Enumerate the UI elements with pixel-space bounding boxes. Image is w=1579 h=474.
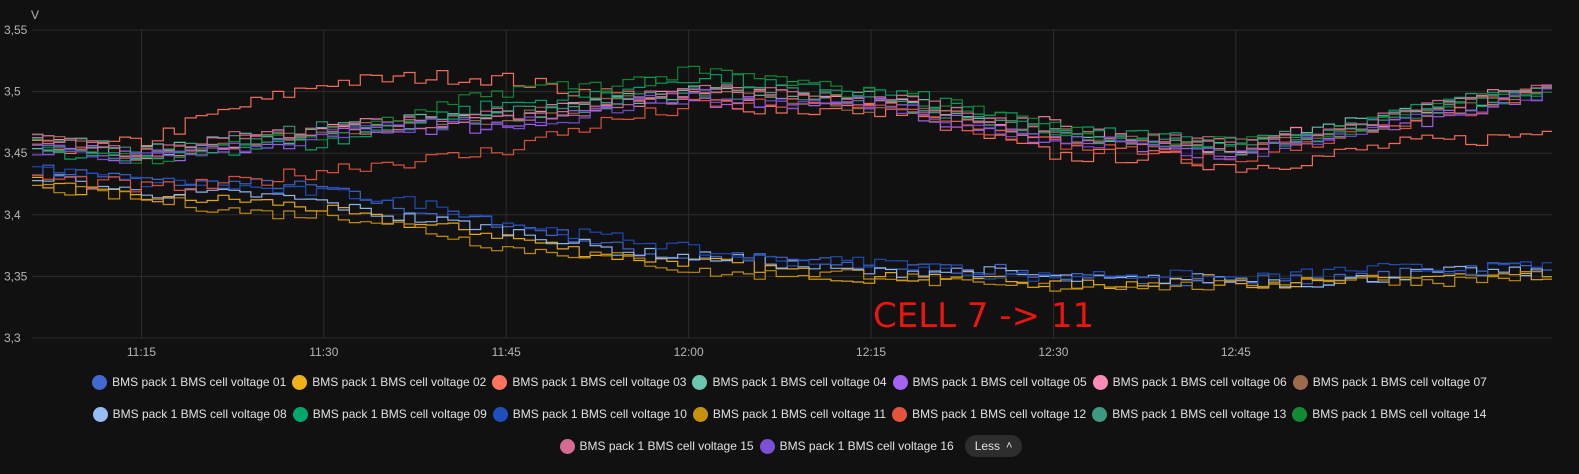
series-line-cell-07 — [32, 86, 1552, 159]
y-tick-label: 3,4 — [4, 208, 21, 222]
series-line-cell-13 — [32, 84, 1552, 158]
legend-color-dot — [559, 438, 575, 454]
legend-item-cell-07[interactable]: BMS pack 1 BMS cell voltage 07 — [1292, 374, 1487, 390]
legend-row: BMS pack 1 BMS cell voltage 15 BMS pack 1… — [557, 430, 1023, 462]
chart-series — [32, 65, 1552, 292]
voltage-line-chart: 3,3 3,35 3,4 3,45 3,5 3,55 11:15 11:30 11:45 12:0… — [4, 8, 1552, 359]
legend-row: BMS pack 1 BMS cell voltage 08 BMS pack 1… — [90, 398, 1490, 430]
series-line-cell-06 — [32, 87, 1552, 160]
chevron-up-icon: ˄ — [1006, 440, 1013, 452]
legend-less-button[interactable]: Less ˄ — [964, 435, 1023, 457]
legend-label: BMS pack 1 BMS cell voltage 09 — [312, 407, 487, 421]
legend-item-cell-13[interactable]: BMS pack 1 BMS cell voltage 13 — [1092, 406, 1287, 422]
legend-label: BMS pack 1 BMS cell voltage 06 — [1112, 375, 1287, 389]
legend-item-cell-12[interactable]: BMS pack 1 BMS cell voltage 12 — [892, 406, 1087, 422]
chart-annotation: CELL 7 -> 11 — [873, 296, 1094, 336]
legend-label: BMS pack 1 BMS cell voltage 11 — [712, 407, 887, 421]
legend-color-dot — [759, 438, 775, 454]
x-tick-label: 11:30 — [309, 345, 338, 359]
series-line-cell-01 — [32, 164, 1552, 287]
legend-color-dot — [892, 406, 908, 422]
legend-color-dot — [892, 374, 908, 390]
x-tick-label: 12:00 — [674, 345, 704, 359]
legend-item-cell-01[interactable]: BMS pack 1 BMS cell voltage 01 — [92, 374, 287, 390]
legend-label: BMS pack 1 BMS cell voltage 14 — [1312, 407, 1487, 421]
series-line-cell-16 — [32, 88, 1552, 164]
x-tick-label: 12:30 — [1038, 345, 1068, 359]
legend-color-dot — [92, 374, 108, 390]
legend-color-dot — [492, 406, 508, 422]
legend-label: BMS pack 1 BMS cell voltage 05 — [912, 375, 1087, 389]
y-tick-label: 3,5 — [4, 85, 21, 99]
series-line-cell-10 — [32, 166, 1552, 284]
legend-color-dot — [92, 406, 108, 422]
legend-item-cell-04[interactable]: BMS pack 1 BMS cell voltage 04 — [692, 374, 887, 390]
legend-color-dot — [1092, 406, 1108, 422]
legend-color-dot — [692, 406, 708, 422]
legend-color-dot — [1292, 374, 1308, 390]
legend-item-cell-06[interactable]: BMS pack 1 BMS cell voltage 06 — [1092, 374, 1287, 390]
legend-label: BMS pack 1 BMS cell voltage 16 — [779, 439, 954, 453]
series-line-cell-04 — [32, 85, 1552, 159]
x-tick-label: 11:45 — [492, 345, 521, 359]
chart-legend: BMS pack 1 BMS cell voltage 01 BMS pack 1… — [0, 366, 1579, 462]
x-tick-label: 12:45 — [1221, 345, 1251, 359]
chart-axes: 3,3 3,35 3,4 3,45 3,5 3,55 11:15 11:30 11:45 12:0… — [4, 8, 1251, 359]
y-axis-label: V — [31, 8, 39, 22]
y-tick-label: 3,3 — [4, 331, 21, 345]
y-tick-label: 3,55 — [4, 23, 28, 37]
series-line-cell-12 — [32, 85, 1552, 193]
legend-label: BMS pack 1 BMS cell voltage 13 — [1112, 407, 1287, 421]
legend-item-cell-11[interactable]: BMS pack 1 BMS cell voltage 11 — [692, 406, 887, 422]
legend-label: BMS pack 1 BMS cell voltage 07 — [1312, 375, 1487, 389]
legend-label: BMS pack 1 BMS cell voltage 12 — [912, 407, 1087, 421]
legend-label: BMS pack 1 BMS cell voltage 10 — [512, 407, 687, 421]
legend-color-dot — [492, 374, 508, 390]
legend-color-dot — [692, 374, 708, 390]
legend-color-dot — [1292, 406, 1308, 422]
legend-item-cell-02[interactable]: BMS pack 1 BMS cell voltage 02 — [292, 374, 487, 390]
legend-row: BMS pack 1 BMS cell voltage 01 BMS pack 1… — [89, 366, 1490, 398]
x-tick-label: 12:15 — [856, 345, 886, 359]
legend-item-cell-09[interactable]: BMS pack 1 BMS cell voltage 09 — [292, 406, 487, 422]
legend-label: BMS pack 1 BMS cell voltage 01 — [112, 375, 287, 389]
less-button-label: Less — [974, 439, 1001, 453]
legend-item-cell-16[interactable]: BMS pack 1 BMS cell voltage 16 — [759, 438, 954, 454]
legend-item-cell-05[interactable]: BMS pack 1 BMS cell voltage 05 — [892, 374, 1087, 390]
legend-label: BMS pack 1 BMS cell voltage 02 — [312, 375, 487, 389]
legend-item-cell-03[interactable]: BMS pack 1 BMS cell voltage 03 — [492, 374, 687, 390]
legend-label: BMS pack 1 BMS cell voltage 08 — [112, 407, 287, 421]
legend-item-cell-10[interactable]: BMS pack 1 BMS cell voltage 10 — [492, 406, 687, 422]
y-tick-label: 3,45 — [4, 146, 28, 160]
x-tick-label: 11:15 — [127, 345, 156, 359]
legend-color-dot — [292, 406, 308, 422]
legend-label: BMS pack 1 BMS cell voltage 03 — [512, 375, 687, 389]
series-line-cell-09 — [32, 73, 1552, 162]
legend-label: BMS pack 1 BMS cell voltage 15 — [579, 439, 754, 453]
y-tick-label: 3,35 — [4, 269, 28, 283]
legend-label: BMS pack 1 BMS cell voltage 04 — [712, 375, 887, 389]
chart-grid — [32, 29, 1552, 339]
legend-item-cell-14[interactable]: BMS pack 1 BMS cell voltage 14 — [1292, 406, 1487, 422]
legend-item-cell-15[interactable]: BMS pack 1 BMS cell voltage 15 — [559, 438, 754, 454]
series-line-cell-14 — [32, 65, 1552, 165]
legend-color-dot — [1092, 374, 1108, 390]
legend-color-dot — [292, 374, 308, 390]
series-line-cell-11 — [32, 183, 1552, 292]
legend-item-cell-08[interactable]: BMS pack 1 BMS cell voltage 08 — [92, 406, 287, 422]
